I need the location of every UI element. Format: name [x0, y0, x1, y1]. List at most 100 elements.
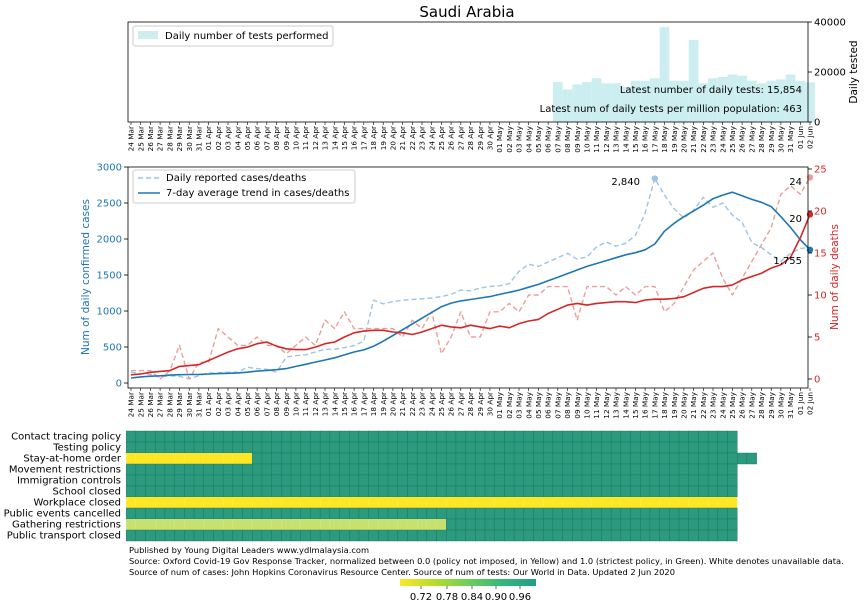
policy-cell: [494, 518, 505, 531]
date-tick-label: 02 Apr: [214, 126, 223, 150]
date-tick-label: 13 May: [612, 391, 621, 418]
date-tick-label: 22 May: [699, 391, 708, 418]
policy-cell: [368, 519, 379, 530]
policy-cell: [717, 452, 728, 465]
tests-legend-swatch: [138, 31, 158, 39]
policy-cell: [688, 485, 699, 498]
policy-cell: [261, 485, 272, 498]
colorbar-tick-label: 0.78: [436, 592, 458, 603]
policy-cell: [290, 463, 301, 476]
policy-cell: [232, 474, 243, 487]
policy-cell: [252, 529, 263, 542]
policy-cell: [388, 497, 398, 508]
policy-cell: [261, 474, 272, 487]
policy-cell: [126, 497, 136, 508]
date-tick-label: 30 May: [777, 391, 786, 418]
date-tick-label: 15 May: [631, 391, 640, 418]
policy-cell: [416, 474, 428, 487]
policy-row-label: Immigration controls: [17, 476, 121, 487]
policy-cell: [620, 497, 631, 508]
date-tick-label: 01 May: [495, 391, 504, 418]
policy-cell: [416, 529, 428, 542]
policy-cell: [717, 529, 728, 542]
policy-cell: [678, 518, 689, 531]
policy-cell: [310, 519, 321, 530]
date-tick-label: 27 Mar: [156, 126, 165, 151]
date-tick-label: 17 May: [650, 391, 659, 418]
policy-cell: [610, 529, 622, 542]
date-tick-label: 29 Mar: [175, 392, 184, 417]
policy-row-label: Movement restrictions: [9, 465, 121, 476]
policy-cell: [465, 507, 476, 520]
policy-cell: [620, 452, 631, 465]
policy-cell: [610, 518, 622, 531]
policy-cell: [300, 507, 311, 520]
policy-cell: [213, 463, 224, 476]
policy-cell: [465, 474, 476, 487]
policy-cell: [572, 441, 583, 454]
policy-cell: [581, 507, 592, 520]
policy-cell: [649, 474, 660, 487]
policy-cell: [446, 497, 456, 508]
policy-cell: [465, 441, 476, 454]
date-tick-label: 26 Apr: [447, 392, 456, 416]
policy-cell: [620, 463, 631, 476]
date-tick-label: 11 May: [592, 125, 601, 152]
date-tick-label: 27 May: [747, 391, 756, 418]
policy-cell: [717, 474, 728, 487]
policy-cell: [407, 507, 418, 520]
policy-cell: [436, 497, 447, 508]
policy-cell: [387, 507, 398, 520]
policy-cell: [698, 529, 709, 542]
policy-cell: [513, 529, 525, 542]
policy-cell: [649, 497, 660, 508]
latest-deaths-marker: [806, 211, 814, 218]
policy-cell: [659, 507, 670, 520]
policy-cell: [184, 507, 195, 520]
date-tick-label: 28 May: [757, 391, 766, 418]
policy-cell: [630, 463, 641, 476]
policy-cell: [591, 485, 602, 498]
policy-cell: [572, 474, 583, 487]
policy-cell: [416, 485, 428, 498]
policy-cell: [319, 441, 331, 454]
policy-cell: [494, 441, 505, 454]
date-tick-label: 17 Apr: [359, 392, 368, 416]
policy-cell: [320, 519, 330, 530]
policy-cell: [707, 507, 719, 520]
policy-cell: [261, 529, 272, 542]
date-tick-label: 10 Apr: [292, 126, 301, 150]
policy-cell: [213, 529, 224, 542]
policy-cell: [688, 463, 699, 476]
policy-cell: [688, 452, 699, 465]
policy-cell: [252, 497, 262, 508]
policy-row-label: Public transport closed: [7, 531, 121, 542]
policy-cell: [310, 463, 321, 476]
policy-cell: [213, 430, 224, 443]
policy-cell: [174, 474, 185, 487]
policy-cell: [572, 485, 583, 498]
policy-cell: [455, 485, 466, 498]
date-tick-label: 21 Apr: [398, 126, 407, 150]
policy-cell: [591, 518, 602, 531]
date-tick-label: 31 May: [786, 391, 795, 418]
policy-cell: [281, 441, 292, 454]
cases-tick-label: 3000: [97, 163, 122, 174]
policy-cell: [591, 441, 602, 454]
policy-cell: [397, 474, 408, 487]
policy-cell: [252, 463, 263, 476]
policy-cell: [145, 441, 156, 454]
policy-cell: [630, 529, 641, 542]
policy-cell: [397, 463, 408, 476]
policy-cell: [378, 485, 389, 498]
policy-cell: [533, 452, 544, 465]
policy-cell: [281, 452, 292, 465]
policy-cell: [484, 430, 495, 443]
date-tick-label: 01 Apr: [204, 126, 213, 150]
policy-cell: [707, 518, 719, 531]
policy-cell: [446, 529, 457, 542]
policy-cell: [562, 518, 573, 531]
policy-cell: [174, 497, 185, 508]
policy-cell: [281, 507, 292, 520]
policy-cell: [135, 430, 146, 443]
